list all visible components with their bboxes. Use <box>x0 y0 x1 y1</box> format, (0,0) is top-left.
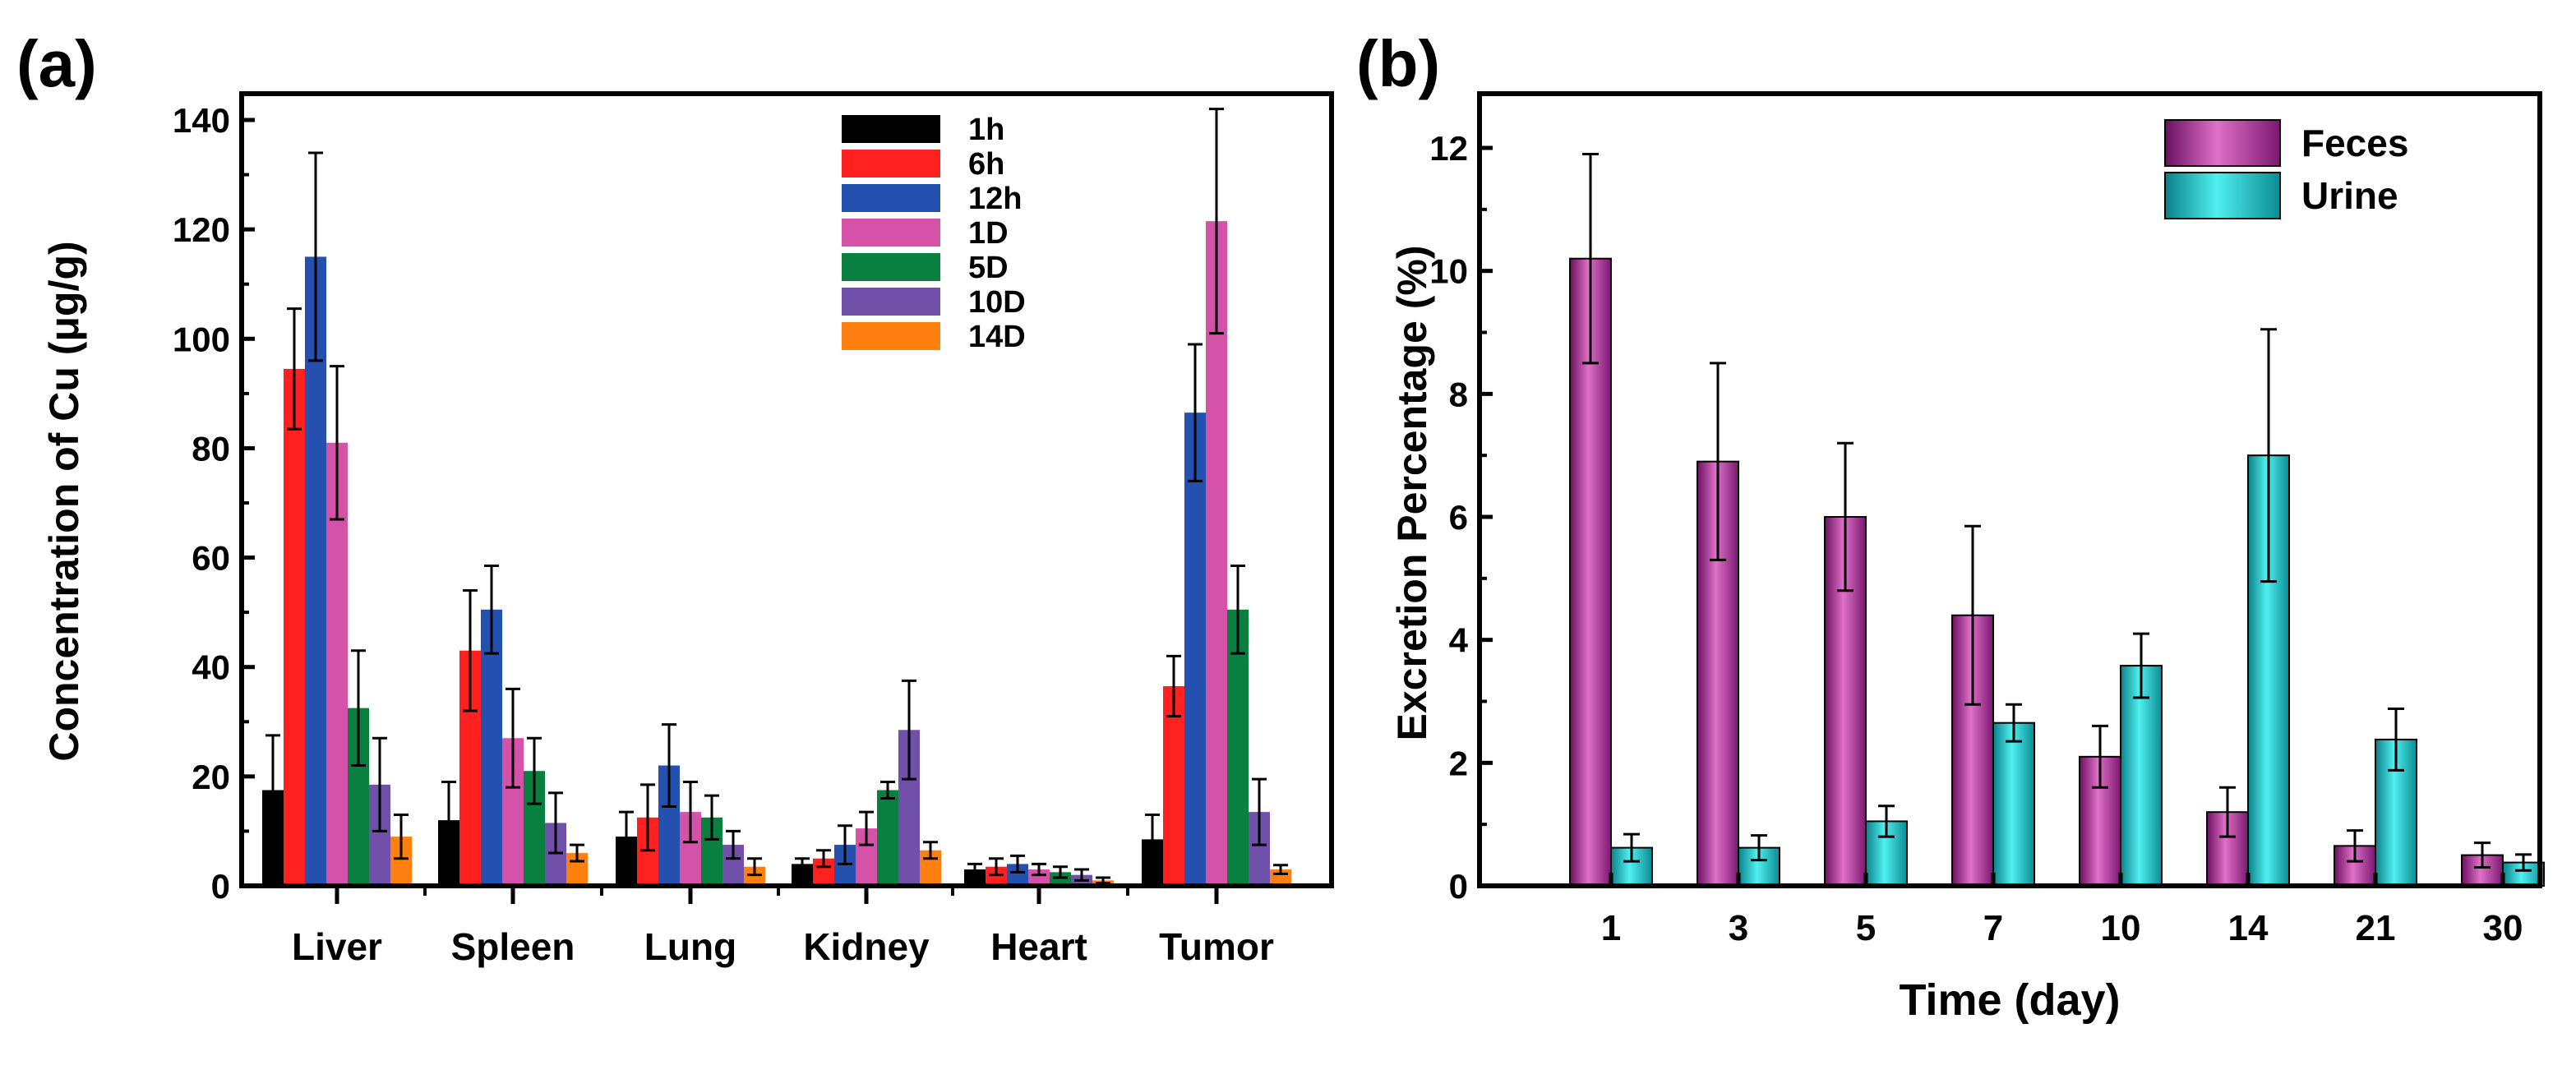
bar-day10-urine <box>2120 665 2163 887</box>
y-tick-label: 140 <box>173 101 230 140</box>
y-tick-label: 120 <box>173 210 230 249</box>
plot-frame <box>239 91 1334 888</box>
bar-day21-urine <box>2375 738 2417 887</box>
y-tick-label: 0 <box>1449 867 1468 906</box>
x-tick-label: Liver <box>292 925 382 968</box>
legend-label-feces: Feces <box>2301 122 2408 164</box>
bar-heart-5D <box>1050 872 1071 886</box>
legend-label-10D: 10D <box>968 285 1026 320</box>
x-axis-title: Time (day) <box>1899 975 2120 1025</box>
bar-lung-14D <box>744 866 765 886</box>
x-tick-label: 14 <box>2228 908 2269 948</box>
panel-a: (a) Concentration of Cu (μg/g) Liver Spleen… <box>16 27 1334 968</box>
legend-label-14D: 14D <box>968 320 1026 354</box>
bar-heart-1D <box>1028 869 1050 886</box>
bar-tumor-12h <box>1184 413 1206 887</box>
legend-label-1D: 1D <box>968 216 1009 251</box>
y-tick-label: 4 <box>1449 621 1469 660</box>
x-tick-label: 3 <box>1729 908 1748 948</box>
x-tick-label: 5 <box>1856 908 1876 948</box>
bar-tumor-6h <box>1163 686 1184 886</box>
legend-label-1h: 1h <box>968 113 1004 147</box>
bar-heart-6h <box>986 866 1007 886</box>
bar-heart-1h <box>964 869 986 886</box>
bar-tumor-5D <box>1227 609 1249 886</box>
x-tick-label: 7 <box>1983 908 2003 948</box>
bar-kidney-5D <box>877 790 898 886</box>
legend-label-urine: Urine <box>2301 174 2398 217</box>
y-tick-label: 60 <box>192 539 230 578</box>
legend-swatch-1h <box>842 115 940 143</box>
y-tick-label: 12 <box>1429 129 1468 168</box>
legend-swatch-10D <box>842 288 940 316</box>
panel-b: (b) Excretion Percentage (%) Time (day) 1 3 5… <box>1356 27 2545 1025</box>
bar-liver-6h <box>284 368 305 886</box>
plot-frame <box>1477 91 2542 888</box>
bar-spleen-12h <box>481 609 502 886</box>
y-tick-label: 6 <box>1449 498 1468 537</box>
y-tick-label: 80 <box>192 429 230 468</box>
legend-swatch-12h <box>842 184 940 212</box>
legend-label-12h: 12h <box>968 182 1022 216</box>
x-tick-label: Heart <box>990 925 1087 968</box>
x-tick-label: Spleen <box>451 925 575 968</box>
y-tick-label: 2 <box>1449 744 1468 782</box>
x-tick-label: Kidney <box>803 925 930 968</box>
legend-swatch-6h <box>842 150 940 178</box>
y-tick-label: 40 <box>192 648 230 687</box>
legend-label-6h: 6h <box>968 147 1004 182</box>
legend-swatch-14D <box>842 322 940 350</box>
x-tick-label: Tumor <box>1159 925 1274 968</box>
x-tick-label: Lung <box>644 925 736 968</box>
legend-swatch-feces <box>2164 119 2281 167</box>
x-tick-label: 30 <box>2483 908 2523 948</box>
x-tick-label: 21 <box>2356 908 2396 948</box>
y-axis-title: Excretion Percentage (%) <box>1389 246 1435 741</box>
y-tick-label: 10 <box>1429 252 1468 291</box>
legend-swatch-urine <box>2164 172 2281 219</box>
y-axis-title: Concentration of Cu (μg/g) <box>41 241 87 761</box>
bar-day7-urine <box>1992 722 2035 887</box>
panel-label: (a) <box>16 27 97 100</box>
y-tick-label: 20 <box>192 758 230 796</box>
legend: Feces Urine <box>2164 119 2408 219</box>
legend-swatch-1D <box>842 219 940 247</box>
y-tick-label: 100 <box>173 320 230 358</box>
legend-label-5D: 5D <box>968 251 1009 285</box>
x-tick-label: 1 <box>1601 908 1621 948</box>
y-tick-label: 8 <box>1449 375 1468 413</box>
x-tick-label: 10 <box>2101 908 2141 948</box>
y-tick-label: 0 <box>211 867 230 906</box>
panel-label: (b) <box>1356 27 1440 100</box>
bar-day14-urine <box>2247 454 2290 887</box>
legend-swatch-5D <box>842 253 940 281</box>
